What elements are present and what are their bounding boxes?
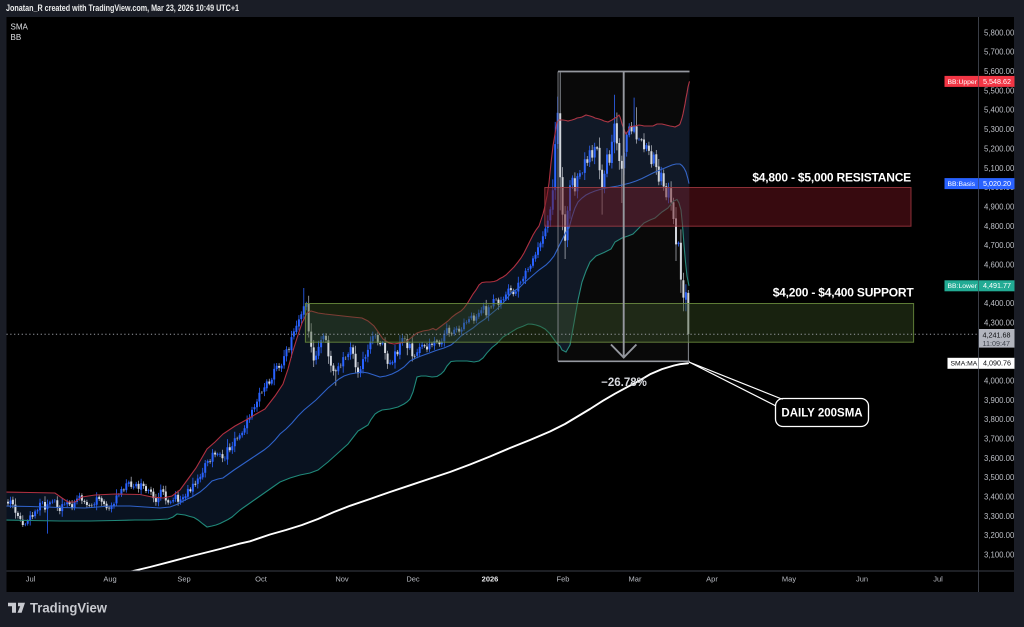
svg-text:Apr: Apr bbox=[706, 575, 718, 584]
svg-text:2026: 2026 bbox=[482, 575, 499, 584]
svg-text:4,241.68: 4,241.68 bbox=[983, 330, 1011, 339]
svg-text:4,700.00: 4,700.00 bbox=[984, 241, 1015, 250]
svg-text:5,200.00: 5,200.00 bbox=[984, 144, 1015, 153]
svg-text:$4,200 - $4,400 SUPPORT: $4,200 - $4,400 SUPPORT bbox=[773, 286, 915, 300]
svg-text:3,300.00: 3,300.00 bbox=[984, 512, 1015, 521]
svg-text:3,400.00: 3,400.00 bbox=[984, 493, 1015, 502]
svg-text:3,600.00: 3,600.00 bbox=[984, 454, 1015, 463]
svg-text:Jul: Jul bbox=[26, 575, 36, 584]
svg-text:5,700.00: 5,700.00 bbox=[984, 48, 1015, 57]
svg-text:5,400.00: 5,400.00 bbox=[984, 106, 1015, 115]
svg-text:3,200.00: 3,200.00 bbox=[984, 531, 1015, 540]
svg-text:DAILY 200SMA: DAILY 200SMA bbox=[781, 408, 862, 420]
svg-text:Aug: Aug bbox=[103, 575, 116, 584]
svg-text:$4,800 - $5,000 RESISTANCE: $4,800 - $5,000 RESISTANCE bbox=[752, 171, 911, 185]
svg-text:4,491.77: 4,491.77 bbox=[983, 281, 1011, 290]
svg-text:BB:Basis: BB:Basis bbox=[948, 181, 976, 188]
svg-text:3,700.00: 3,700.00 bbox=[984, 435, 1015, 444]
svg-text:SMA: SMA bbox=[11, 22, 29, 31]
svg-text:Jul: Jul bbox=[933, 575, 943, 584]
svg-text:Mar: Mar bbox=[629, 575, 642, 584]
svg-text:4,400.00: 4,400.00 bbox=[984, 299, 1015, 308]
svg-text:3,800.00: 3,800.00 bbox=[984, 415, 1015, 424]
svg-text:5,020.20: 5,020.20 bbox=[983, 179, 1011, 188]
svg-text:4,800.00: 4,800.00 bbox=[984, 222, 1015, 231]
svg-text:3,500.00: 3,500.00 bbox=[984, 473, 1015, 482]
svg-text:3,900.00: 3,900.00 bbox=[984, 396, 1015, 405]
svg-text:5,600.00: 5,600.00 bbox=[984, 67, 1015, 76]
svg-text:Feb: Feb bbox=[557, 575, 570, 584]
svg-text:Jun: Jun bbox=[856, 575, 868, 584]
svg-text:Dec: Dec bbox=[406, 575, 420, 584]
svg-text:TradingView: TradingView bbox=[30, 601, 107, 616]
svg-text:BB: BB bbox=[11, 33, 22, 42]
svg-text:Nov: Nov bbox=[335, 575, 349, 584]
svg-text:SMA:MA: SMA:MA bbox=[951, 361, 978, 368]
svg-text:4,000.00: 4,000.00 bbox=[984, 377, 1015, 386]
svg-text:Sep: Sep bbox=[177, 575, 190, 584]
svg-text:4,090.76: 4,090.76 bbox=[983, 359, 1011, 368]
svg-text:5,548.62: 5,548.62 bbox=[983, 77, 1011, 86]
svg-text:5,300.00: 5,300.00 bbox=[984, 125, 1015, 134]
svg-text:−26.78%: −26.78% bbox=[601, 377, 647, 389]
svg-text:5,800.00: 5,800.00 bbox=[984, 28, 1015, 37]
svg-text:5,100.00: 5,100.00 bbox=[984, 164, 1015, 173]
svg-text:Oct: Oct bbox=[255, 575, 268, 584]
svg-text:4,900.00: 4,900.00 bbox=[984, 202, 1015, 211]
svg-text:4,300.00: 4,300.00 bbox=[984, 319, 1015, 328]
svg-text:BB:Upper: BB:Upper bbox=[948, 79, 978, 86]
svg-text:5,500.00: 5,500.00 bbox=[984, 86, 1015, 95]
svg-text:Jonatan_R created with Trading: Jonatan_R created with TradingView.com, … bbox=[6, 3, 239, 13]
svg-text:BB:Lower: BB:Lower bbox=[948, 283, 978, 290]
svg-text:4,600.00: 4,600.00 bbox=[984, 260, 1015, 269]
svg-text:May: May bbox=[782, 575, 796, 584]
svg-text:11:09:47: 11:09:47 bbox=[983, 339, 1010, 348]
svg-text:3,100.00: 3,100.00 bbox=[984, 551, 1015, 560]
